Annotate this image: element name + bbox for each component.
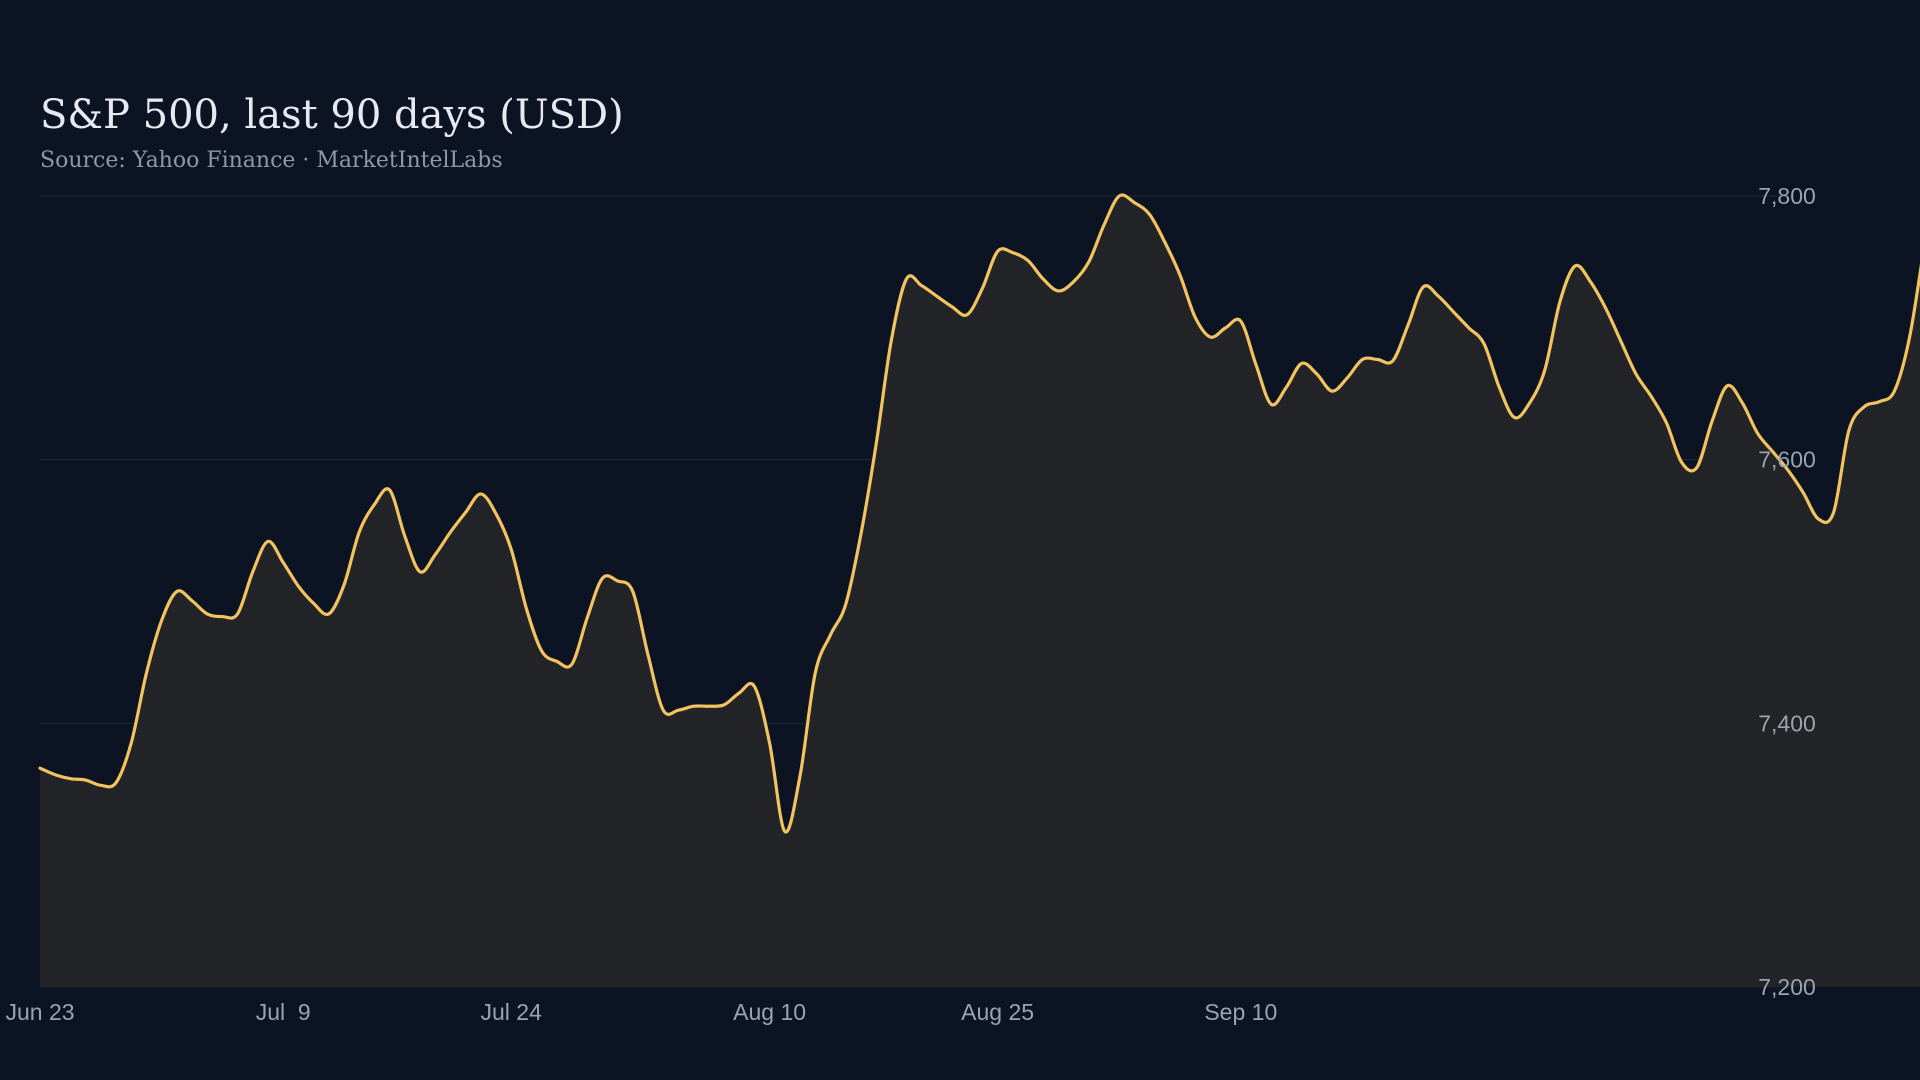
y-tick-label: 7,800: [1758, 183, 1816, 209]
series-line: [38, 193, 1920, 834]
x-tick-label: Aug 25: [961, 999, 1034, 1025]
series-area-fill: [40, 195, 1920, 987]
y-tick-label: 7,200: [1758, 974, 1816, 1000]
x-tick-label: Sep 10: [1204, 999, 1277, 1025]
x-axis: Jun 23 Jul 9 Jul 24 Aug 10 Aug 25 Sep 10: [5, 999, 1277, 1025]
y-tick-label: 7,400: [1758, 710, 1816, 736]
x-tick-label: Aug 10: [733, 999, 806, 1025]
y-axis: 7,200 7,400 7,600 7,800: [1758, 183, 1816, 1000]
series-layer: [38, 193, 1920, 987]
x-tick-label: Jul 9: [256, 999, 311, 1025]
chart-subtitle: Source: Yahoo Finance · MarketIntelLabs: [40, 148, 503, 173]
chart-title: S&P 500, last 90 days (USD): [40, 92, 624, 138]
x-tick-label: Jun 23: [5, 999, 74, 1025]
x-tick-label: Jul 24: [481, 999, 543, 1025]
y-tick-label: 7,600: [1758, 447, 1816, 473]
